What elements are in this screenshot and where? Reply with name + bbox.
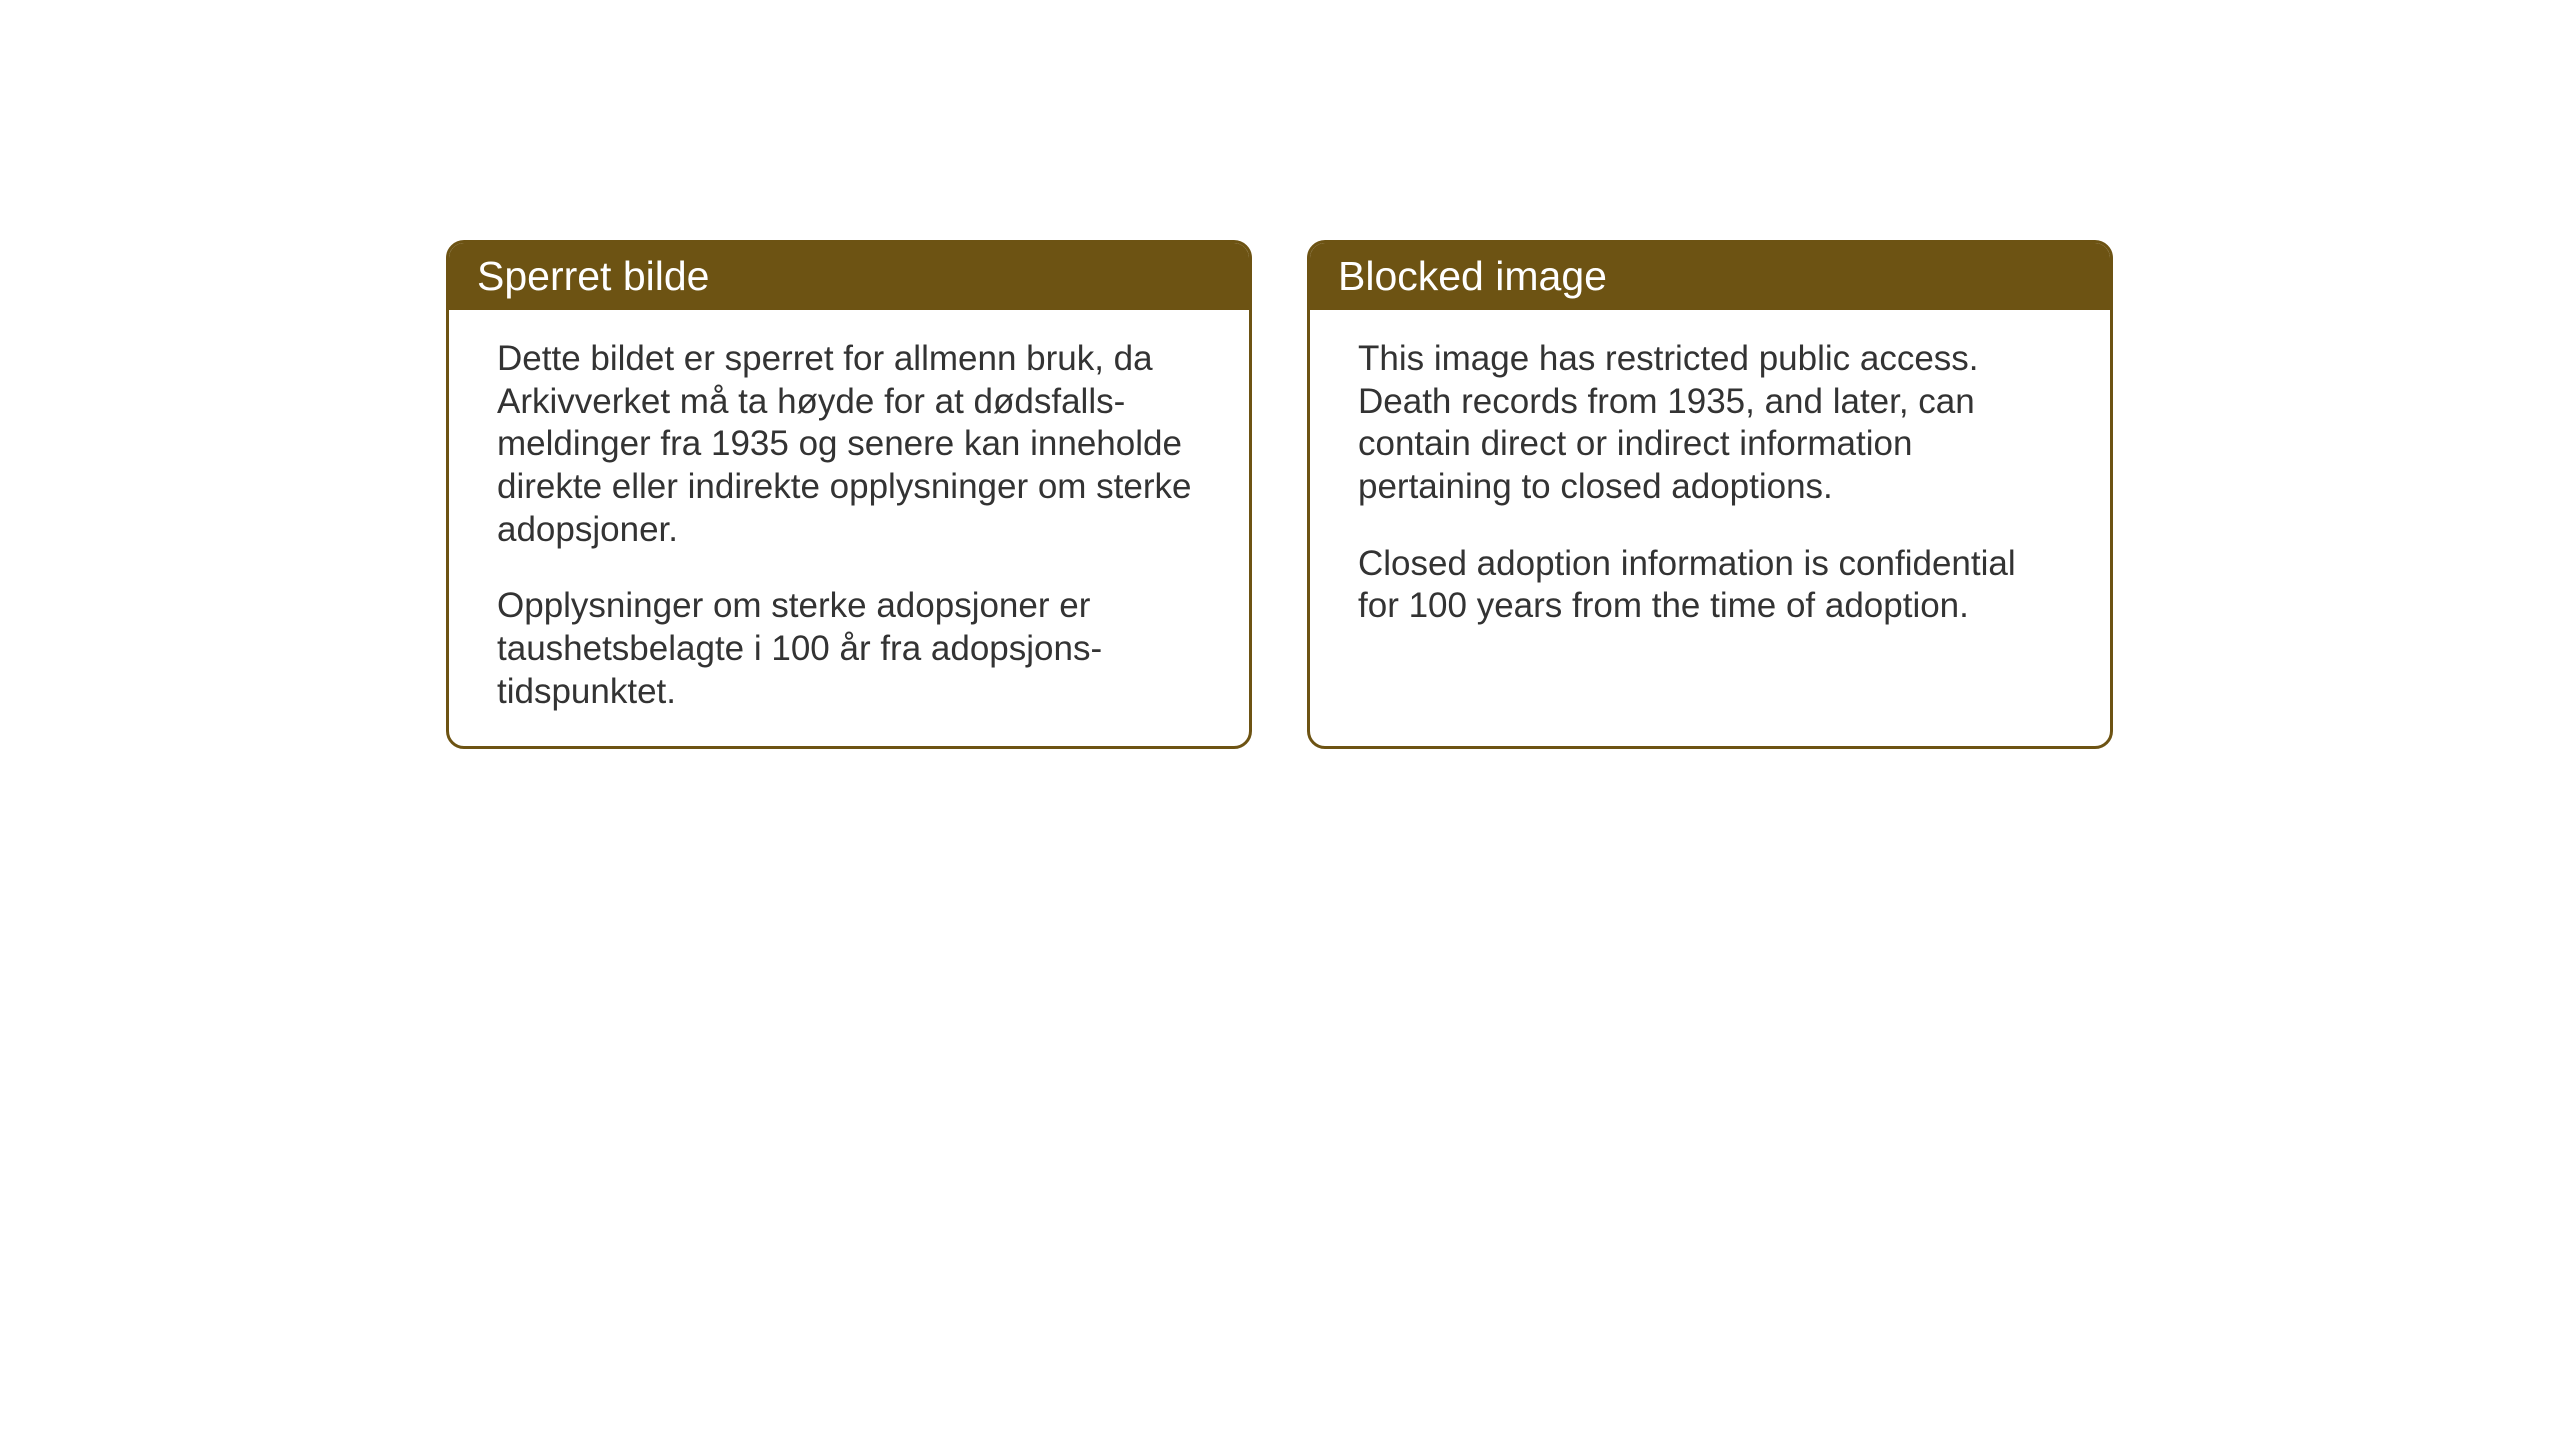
notice-card-norwegian: Sperret bilde Dette bildet er sperret fo… — [446, 240, 1252, 749]
card-header-english: Blocked image — [1310, 243, 2110, 310]
card-paragraph-2-english: Closed adoption information is confident… — [1358, 543, 2062, 628]
card-header-norwegian: Sperret bilde — [449, 243, 1249, 310]
card-paragraph-1-norwegian: Dette bildet er sperret for allmenn bruk… — [497, 338, 1201, 551]
card-body-english: This image has restricted public access.… — [1310, 310, 2110, 710]
card-title-english: Blocked image — [1338, 253, 1607, 299]
notice-card-english: Blocked image This image has restricted … — [1307, 240, 2113, 749]
card-title-norwegian: Sperret bilde — [477, 253, 709, 299]
card-paragraph-2-norwegian: Opplysninger om sterke adopsjoner er tau… — [497, 585, 1201, 713]
notice-cards-container: Sperret bilde Dette bildet er sperret fo… — [446, 240, 2113, 749]
card-paragraph-1-english: This image has restricted public access.… — [1358, 338, 2062, 509]
card-body-norwegian: Dette bildet er sperret for allmenn bruk… — [449, 310, 1249, 746]
